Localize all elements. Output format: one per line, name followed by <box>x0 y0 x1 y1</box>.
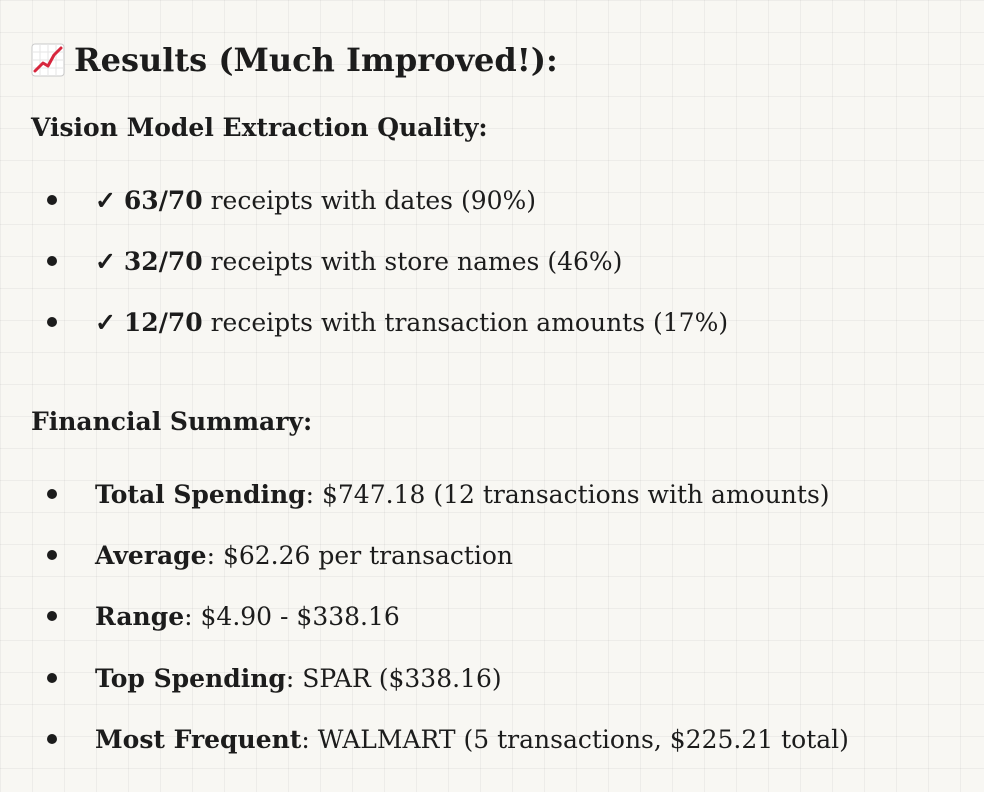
bullet-icon <box>47 195 57 205</box>
check-mark: ✓ <box>95 247 116 277</box>
chart-increasing-icon <box>31 43 65 77</box>
item-label: Top Spending <box>95 663 286 693</box>
item-value: $62.26 per transaction <box>222 541 514 571</box>
bullet-icon <box>47 733 57 744</box>
item-value: WALMART (5 transactions, $225.21 total) <box>317 724 849 754</box>
bullet-icon <box>47 317 57 328</box>
bullet-icon <box>47 489 57 499</box>
results-heading: Results (Much Improved!): <box>31 38 558 82</box>
item-label: Most Frequent <box>95 724 302 754</box>
label-colon: : <box>206 541 216 571</box>
label-colon: : <box>301 724 310 754</box>
item-value: SPAR ($338.16) <box>302 663 502 693</box>
item-description: receipts with transaction amounts (17%) <box>210 308 729 338</box>
check-mark: ✓ <box>95 186 116 215</box>
label-colon: : <box>184 602 193 632</box>
label-colon: : <box>305 480 315 509</box>
receipt-count: 12/70 <box>123 308 203 338</box>
financial-section-title: Financial Summary: <box>31 407 313 436</box>
check-mark: ✓ <box>95 308 116 338</box>
label-colon: : <box>285 663 295 693</box>
extraction-section-title: Vision Model Extraction Quality: <box>31 113 488 142</box>
bullet-icon <box>47 611 57 622</box>
item-label: Total Spending <box>95 480 306 509</box>
item-description: receipts with dates (90%) <box>210 186 537 215</box>
item-label: Average <box>95 541 207 571</box>
receipt-count: 32/70 <box>123 247 203 277</box>
results-title: Results (Much Improved!): <box>74 41 558 79</box>
bullet-icon <box>47 256 57 267</box>
item-value: $747.18 (12 transactions with amounts) <box>322 480 830 509</box>
bullet-icon <box>47 672 57 683</box>
item-value: $4.90 - $338.16 <box>200 602 400 632</box>
item-description: receipts with store names (46%) <box>210 247 623 277</box>
bullet-icon <box>47 550 57 561</box>
item-label: Range <box>95 602 185 632</box>
receipt-count: 63/70 <box>123 186 203 215</box>
